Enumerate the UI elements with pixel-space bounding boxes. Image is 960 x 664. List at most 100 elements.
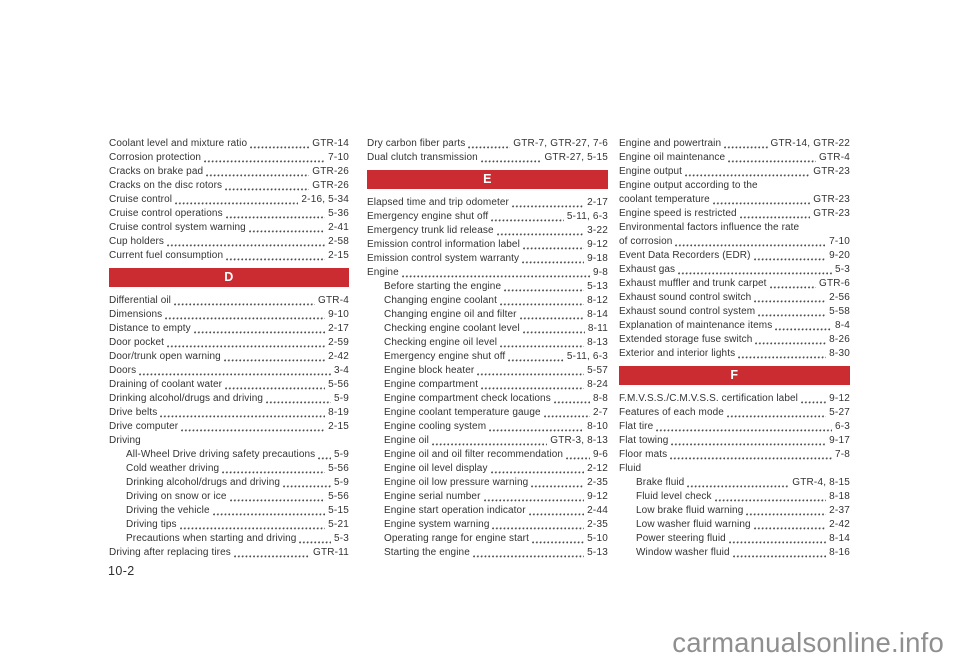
index-entry: Engine oil and oil filter recommendation…: [367, 448, 608, 462]
index-entry: Power steering fluid 8-14: [619, 532, 850, 546]
index-entry-label: of corrosion: [619, 236, 673, 247]
index-entry-page: 5-13: [587, 547, 608, 558]
index-entry: F.M.V.S.S./C.M.V.S.S. certification labe…: [619, 392, 850, 406]
index-entry-line1: Environmental factors influence the rate: [619, 221, 850, 235]
index-entry-page: 9-20: [829, 250, 850, 261]
index-entry-continuation: coolant temperature GTR-23: [619, 193, 850, 207]
index-entry: Current fuel consumption 2-15: [109, 249, 349, 263]
index-entry-label: Dual clutch transmission: [367, 152, 478, 163]
index-entry-label: Explanation of maintenance items: [619, 320, 773, 331]
dot-leader: [480, 159, 542, 163]
index-entry-page: 5-58: [829, 306, 850, 317]
index-entry: Engine system warning 2-35: [367, 518, 608, 532]
dot-leader: [179, 526, 326, 530]
index-entry-page: 5-3: [834, 264, 850, 275]
index-entry-label: Coolant level and mixture ratio: [109, 138, 248, 149]
index-entry-label: Draining of coolant water: [109, 379, 223, 390]
index-entry: Emergency engine shut off 5-11, 6-3: [367, 350, 608, 364]
index-entry: Engine oil low pressure warning 2-35: [367, 476, 608, 490]
index-entry: Exhaust sound control system 5-58: [619, 305, 850, 319]
dot-leader: [675, 243, 827, 247]
index-entry-label: Operating range for engine start: [384, 533, 529, 544]
index-entry-page: GTR-23: [813, 194, 850, 205]
dot-leader: [543, 414, 590, 418]
index-entry-page: 2-59: [328, 337, 349, 348]
index-entry-line1: Engine output according to the: [619, 179, 850, 193]
index-entry: Drinking alcohol/drugs and driving 5-9: [109, 476, 349, 490]
index-entry: Low washer fluid warning 2-42: [619, 518, 850, 532]
dot-leader: [212, 512, 326, 516]
index-entry: Emission control information label 9-12: [367, 238, 608, 252]
index-entry-label: Driving tips: [126, 519, 177, 530]
index-entry-label: Corrosion protection: [109, 152, 202, 163]
index-entry: Engine output GTR-23: [619, 165, 850, 179]
index-entry-label: Before starting the engine: [384, 281, 502, 292]
index-entry: Cracks on brake pad GTR-26: [109, 165, 349, 179]
index-entry-label: Dimensions: [109, 309, 163, 320]
index-entry-page: 2-7: [592, 407, 608, 418]
index-entry-label: Floor mats: [619, 449, 668, 460]
index-entry-page: 5-9: [333, 477, 349, 488]
dot-leader: [193, 330, 326, 334]
dot-leader: [511, 204, 585, 208]
index-entry-page: GTR-27, 5-15: [544, 152, 608, 163]
index-entry: Engine start operation indicator 2-44: [367, 504, 608, 518]
index-entry-label: Driving after replacing tires: [109, 547, 231, 558]
dot-leader: [754, 299, 827, 303]
index-entry: Cruise control system warning 2-41: [109, 221, 349, 235]
dot-leader: [489, 428, 585, 432]
index-entry: Engine coolant temperature gauge 2-7: [367, 406, 608, 420]
index-entry: Brake fluid GTR-4, 8-15: [619, 476, 850, 490]
index-entry-label: Differential oil: [109, 295, 172, 306]
index-entry-page: 2-42: [328, 351, 349, 362]
dot-leader: [671, 442, 827, 446]
index-entry-page: 8-4: [834, 320, 850, 331]
index-entry-page: 5-36: [328, 208, 349, 219]
section-header-E: E: [367, 170, 608, 189]
dot-leader: [728, 540, 827, 544]
index-entry: Engine serial number 9-12: [367, 490, 608, 504]
dot-leader: [468, 145, 511, 149]
index-entry-continuation: of corrosion 7-10: [619, 235, 850, 249]
dot-leader: [531, 540, 585, 544]
index-entry: Driving after replacing tires GTR-11: [109, 546, 349, 560]
index-entry-label: All-Wheel Drive driving safety precautio…: [126, 449, 316, 460]
index-entry: Drinking alcohol/drugs and driving 5-9: [109, 392, 349, 406]
index-entry: Engine compartment 8-24: [367, 378, 608, 392]
dot-leader: [753, 526, 827, 530]
index-entry: Exhaust gas 5-3: [619, 263, 850, 277]
dot-leader: [496, 232, 585, 236]
index-entry: Differential oil GTR-4: [109, 294, 349, 308]
index-entry: Corrosion protection 7-10: [109, 151, 349, 165]
index-entry-label: Engine serial number: [384, 491, 481, 502]
index-entry: Driving the vehicle 5-15: [109, 504, 349, 518]
index-entry-page: GTR-6: [819, 278, 850, 289]
dot-leader: [181, 428, 326, 432]
index-entry-page: 5-56: [328, 379, 349, 390]
dot-leader: [714, 498, 827, 502]
dot-leader: [248, 229, 326, 233]
index-column-3: Engine and powertrain GTR-14, GTR-22 Engin…: [619, 137, 850, 560]
index-entry: Exhaust muffler and trunk carpet GTR-6: [619, 277, 850, 291]
dot-leader: [174, 302, 315, 306]
index-entry-page: 9-12: [829, 393, 850, 404]
index-entry-label: Driving on snow or ice: [126, 491, 227, 502]
index-entry-label: Flat towing: [619, 435, 669, 446]
index-entry-label: Engine compartment: [384, 379, 479, 390]
index-entry-label: coolant temperature: [619, 194, 710, 205]
index-entry-label: Engine: [367, 267, 399, 278]
dot-leader: [477, 372, 585, 376]
index-entry-page: 8-19: [328, 407, 349, 418]
index-entry-page: 8-14: [829, 533, 850, 544]
index-entry-label: Engine output: [619, 166, 683, 177]
index-entry-label: Precautions when starting and driving: [126, 533, 297, 544]
index-entry-label: Emission control system warranty: [367, 253, 520, 264]
dot-leader: [175, 201, 299, 205]
index-entry: Driving on snow or ice 5-56: [109, 490, 349, 504]
index-entry: Checking engine coolant level 8-11: [367, 322, 608, 336]
dot-leader: [670, 456, 832, 460]
index-entry-label: Low washer fluid warning: [636, 519, 751, 530]
index-entry-label: Window washer fluid: [636, 547, 730, 558]
index-entry: Emergency trunk lid release 3-22: [367, 224, 608, 238]
index-entry-page: 5-57: [587, 365, 608, 376]
